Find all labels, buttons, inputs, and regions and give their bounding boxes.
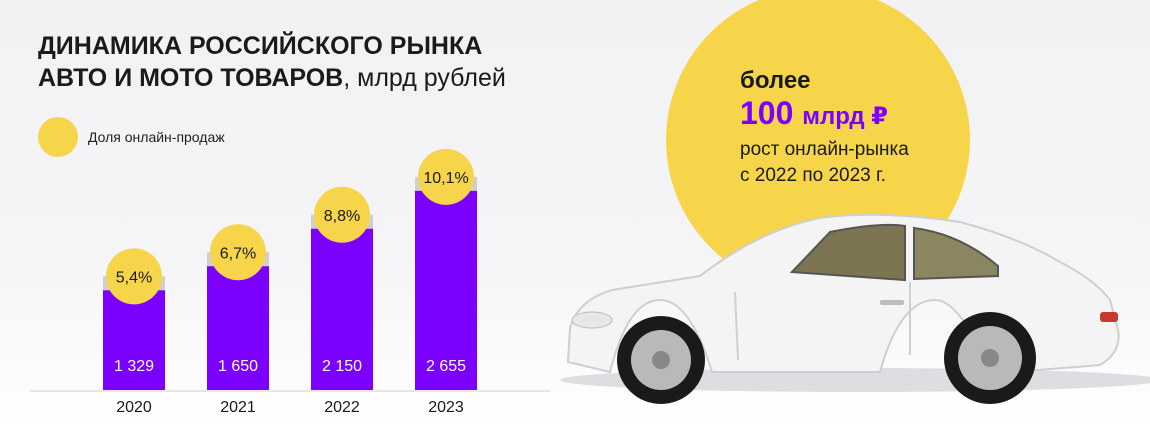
share-bubble xyxy=(314,186,370,243)
car-illustration xyxy=(560,213,1150,404)
value-label: 1 329 xyxy=(114,358,154,375)
x-tick-label: 2021 xyxy=(220,399,256,416)
x-tick-label: 2020 xyxy=(116,399,152,416)
title-line-1: ДИНАМИКА РОССИЙСКОГО РЫНКА xyxy=(38,32,483,60)
promo-desc-line-2: с 2022 по 2023 г. xyxy=(740,165,886,186)
value-label: 1 650 xyxy=(218,358,258,375)
share-bubble xyxy=(210,224,266,281)
promo-callout: более 100 млрд ₽ рост онлайн-рынка с 202… xyxy=(740,68,909,188)
bar xyxy=(103,290,165,390)
chart-title: ДИНАМИКА РОССИЙСКОГО РЫНКА АВТО И МОТО Т… xyxy=(38,30,678,94)
share-bubble xyxy=(418,148,474,205)
bar xyxy=(311,228,373,390)
legend: Доля онлайн-продаж xyxy=(38,117,225,157)
share-label: 8,8% xyxy=(324,208,360,225)
value-label: 2 150 xyxy=(322,358,362,375)
x-tick-label: 2023 xyxy=(428,399,464,416)
value-label: 2 655 xyxy=(426,358,466,375)
title-line-2: АВТО И МОТО ТОВАРОВ, млрд рублей xyxy=(38,62,678,94)
legend-label: Доля онлайн-продаж xyxy=(88,129,225,145)
promo-number: 100 xyxy=(740,95,794,131)
promo-desc-line-1: рост онлайн-рынка xyxy=(740,139,909,160)
title-line-2-text: АВТО И МОТО ТОВАРОВ xyxy=(38,64,344,92)
share-label: 6,7% xyxy=(220,245,256,262)
share-label: 10,1% xyxy=(423,170,468,187)
promo-lead: более xyxy=(740,67,811,94)
share-label: 5,4% xyxy=(116,269,152,286)
baseline xyxy=(30,390,550,392)
title-unit: , млрд рублей xyxy=(343,64,506,92)
bar xyxy=(415,190,477,390)
legend-swatch xyxy=(38,117,78,157)
bars-layer: 5,4% 1 329 2020 6,7% 1 650 2021 8,8% 2 150 2022 1… xyxy=(30,148,550,416)
promo-big-value: 100 млрд ₽ xyxy=(740,94,909,136)
share-bubble xyxy=(106,248,162,305)
x-tick-label: 2022 xyxy=(324,399,360,416)
bar xyxy=(207,266,269,390)
promo-unit: млрд ₽ xyxy=(802,103,888,130)
